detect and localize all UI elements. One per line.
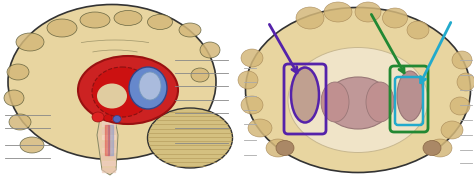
- Ellipse shape: [4, 90, 24, 106]
- Ellipse shape: [139, 72, 161, 100]
- Ellipse shape: [241, 96, 263, 114]
- Ellipse shape: [238, 71, 258, 89]
- Ellipse shape: [450, 97, 470, 115]
- Ellipse shape: [266, 139, 290, 157]
- Ellipse shape: [276, 141, 294, 156]
- Ellipse shape: [452, 51, 472, 69]
- Ellipse shape: [114, 10, 142, 25]
- Ellipse shape: [200, 42, 220, 58]
- Ellipse shape: [296, 7, 324, 29]
- Ellipse shape: [366, 82, 394, 122]
- Ellipse shape: [92, 67, 152, 117]
- Ellipse shape: [9, 114, 31, 130]
- Ellipse shape: [423, 141, 441, 156]
- Ellipse shape: [80, 12, 110, 28]
- Ellipse shape: [20, 137, 44, 153]
- Ellipse shape: [324, 77, 392, 129]
- Ellipse shape: [104, 115, 112, 122]
- Ellipse shape: [324, 2, 352, 22]
- Ellipse shape: [47, 19, 77, 37]
- Ellipse shape: [78, 56, 178, 124]
- Ellipse shape: [428, 139, 452, 157]
- Ellipse shape: [241, 49, 263, 67]
- Ellipse shape: [288, 48, 428, 152]
- Ellipse shape: [397, 71, 423, 121]
- Ellipse shape: [291, 68, 319, 122]
- Ellipse shape: [97, 83, 127, 109]
- Ellipse shape: [191, 68, 209, 82]
- Ellipse shape: [407, 21, 429, 39]
- Ellipse shape: [147, 108, 233, 168]
- Ellipse shape: [179, 23, 201, 37]
- Ellipse shape: [8, 5, 216, 160]
- Ellipse shape: [147, 14, 173, 29]
- Ellipse shape: [457, 73, 474, 91]
- Ellipse shape: [92, 112, 104, 122]
- Ellipse shape: [129, 67, 167, 109]
- Ellipse shape: [246, 8, 471, 173]
- Ellipse shape: [16, 33, 44, 51]
- Ellipse shape: [441, 121, 463, 139]
- Ellipse shape: [113, 115, 121, 122]
- Polygon shape: [97, 118, 118, 175]
- Ellipse shape: [383, 8, 408, 28]
- Ellipse shape: [355, 2, 381, 22]
- Ellipse shape: [7, 64, 29, 80]
- Ellipse shape: [248, 119, 272, 137]
- Ellipse shape: [321, 82, 349, 122]
